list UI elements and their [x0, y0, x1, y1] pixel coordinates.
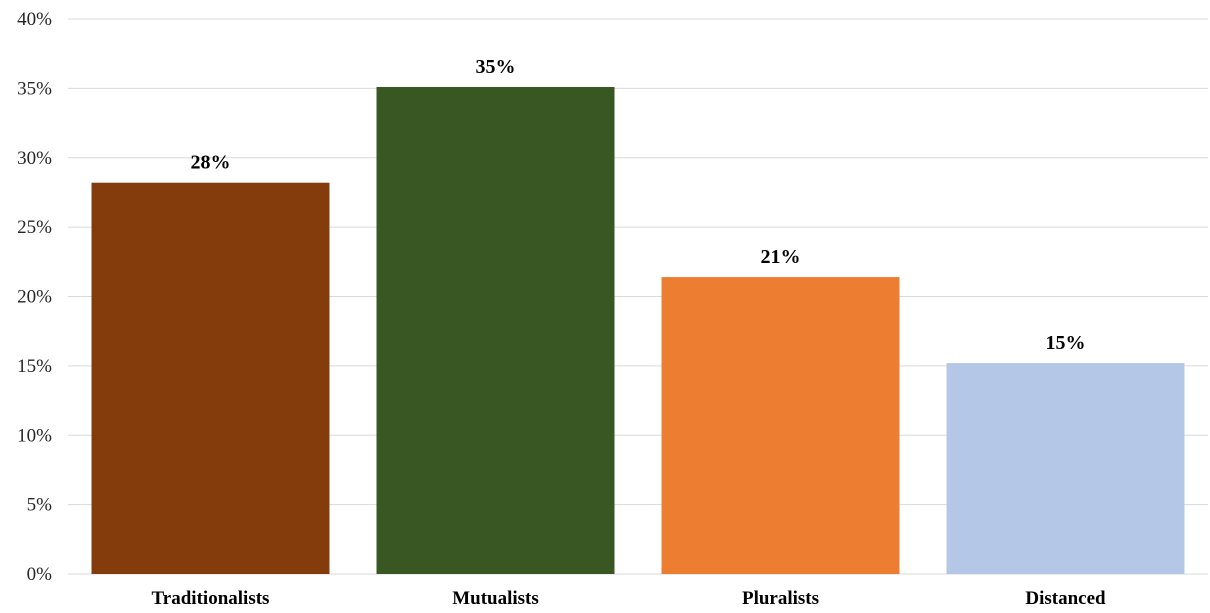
data-label-traditionalists: 28% [191, 152, 231, 174]
y-tick-label: 40% [17, 9, 52, 30]
x-tick-label-mutualists: Mutualists [452, 588, 539, 609]
bar-traditionalists [91, 182, 330, 574]
x-tick-label-pluralists: Pluralists [742, 588, 819, 609]
x-tick-label-distanced: Distanced [1025, 588, 1106, 609]
bar-distanced [946, 363, 1185, 574]
y-tick-label: 10% [17, 425, 52, 446]
y-tick-label: 5% [27, 495, 53, 516]
data-label-distanced: 15% [1046, 332, 1086, 354]
y-tick-label: 15% [17, 356, 52, 377]
y-tick-label: 30% [17, 148, 52, 169]
y-tick-label: 35% [17, 78, 52, 99]
bars [91, 86, 1185, 575]
y-tick-label: 0% [27, 564, 53, 585]
bar-pluralists [661, 277, 900, 574]
y-tick-label: 25% [17, 217, 52, 238]
x-axis-tick-labels: Traditionalists Mutualists Pluralists Dista… [152, 588, 1106, 609]
x-tick-label-traditionalists: Traditionalists [152, 588, 270, 609]
y-axis-tick-labels: 0% 5% 10% 15% 20% 25% 30% 35% 40% [17, 9, 52, 585]
data-labels: 28% 35% 21% 15% [191, 56, 1086, 354]
y-tick-label: 20% [17, 287, 52, 308]
data-label-pluralists: 21% [761, 246, 801, 268]
data-label-mutualists: 35% [476, 56, 516, 78]
bar-mutualists [376, 86, 615, 575]
